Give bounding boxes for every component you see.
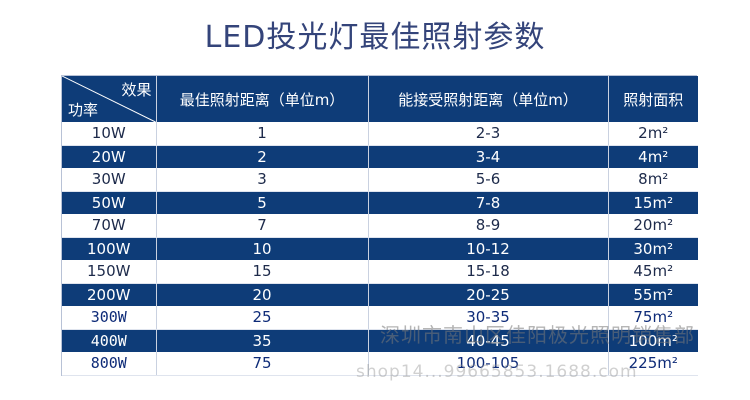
area-cell: 8m² — [608, 168, 698, 192]
best-distance-cell: 2 — [156, 145, 369, 168]
acceptable-distance-cell: 7-8 — [368, 191, 609, 214]
power-cell: 800W — [62, 352, 157, 376]
acceptable-distance-cell: 2-3 — [368, 122, 609, 146]
best-distance-cell: 25 — [156, 306, 369, 330]
power-cell: 70W — [62, 214, 157, 238]
area-cell: 30m² — [633, 239, 674, 258]
best-distance-cell: 75 — [156, 352, 369, 376]
best-distance-cell: 7 — [156, 214, 369, 238]
table-row: 150W 15 15-18 45m² — [62, 260, 698, 284]
area-cell: 4m² — [638, 147, 669, 166]
best-distance-cell: 35 — [156, 329, 369, 352]
page-title: LED投光灯最佳照射参数 — [204, 20, 546, 55]
power-cell: 30W — [62, 168, 157, 192]
table-row: 800W 75 100-105 225m² — [62, 352, 698, 376]
spec-table-container: 效果 功率 最佳照射距离（单位m） 能接受照射距离（单位m） 照射面积 10W … — [61, 75, 698, 376]
best-distance-cell: 20 — [156, 283, 369, 306]
spec-table: 效果 功率 最佳照射距离（单位m） 能接受照射距离（单位m） 照射面积 10W … — [62, 76, 698, 376]
acceptable-distance-cell: 3-4 — [368, 145, 609, 168]
table-row: 50W 5 7-8 15m² — [62, 191, 698, 214]
power-cell: 50W — [62, 191, 157, 214]
table-row: 200W 20 20-25 55m² — [62, 283, 698, 306]
area-cell: 2m² — [608, 122, 698, 146]
table-row: 400W 35 40-45 100m² — [62, 329, 698, 352]
shop-watermark: 深圳市南山区佳阳极光照明销售部 — [380, 323, 695, 347]
header-acceptable-distance: 能接受照射距离（单位m） — [368, 76, 609, 122]
acceptable-distance-cell: 8-9 — [368, 214, 609, 238]
area-cell: 75m² — [608, 306, 698, 330]
corner-header-cell: 效果 功率 — [62, 76, 157, 122]
corner-label-effect: 效果 — [121, 81, 152, 99]
best-distance-cell: 3 — [156, 168, 369, 192]
best-distance-cell: 15 — [156, 260, 369, 284]
table-header-row: 效果 功率 最佳照射距离（单位m） 能接受照射距离（单位m） 照射面积 — [62, 76, 698, 122]
shop-url-watermark: shop14...99665853.1688.com — [356, 362, 638, 382]
table-row: 70W 7 8-9 20m² — [62, 214, 698, 238]
area-cell: 15m² — [633, 193, 674, 212]
best-distance-cell: 1 — [156, 122, 369, 146]
area-cell: 225m² — [608, 352, 698, 376]
acceptable-distance-cell: 5-6 — [368, 168, 609, 192]
table-row: 10W 1 2-3 2m² — [62, 122, 698, 146]
area-cell: 20m² — [608, 214, 698, 238]
header-illumination-area: 照射面积 — [623, 90, 684, 109]
power-cell: 100W — [62, 237, 157, 260]
header-best-distance: 最佳照射距离（单位m） — [156, 76, 369, 122]
table-row: 300W 25 30-35 75m² — [62, 306, 698, 330]
table-row: 20W 2 3-4 4m² — [62, 145, 698, 168]
area-cell: 45m² — [608, 260, 698, 284]
diagonal-divider — [62, 76, 155, 122]
acceptable-distance-cell: 10-12 — [368, 237, 609, 260]
power-cell: 200W — [62, 283, 157, 306]
power-cell: 10W — [62, 122, 157, 146]
power-cell: 300W — [62, 306, 157, 330]
best-distance-cell: 10 — [156, 237, 369, 260]
area-cell: 100m² — [628, 331, 678, 350]
power-cell: 150W — [62, 260, 157, 284]
table-row: 100W 10 10-12 30m² — [62, 237, 698, 260]
power-cell: 400W — [62, 329, 157, 352]
acceptable-distance-cell: 40-45 — [368, 329, 609, 352]
acceptable-distance-cell: 15-18 — [368, 260, 609, 284]
acceptable-distance-cell: 20-25 — [368, 283, 609, 306]
best-distance-cell: 5 — [156, 191, 369, 214]
corner-label-power: 功率 — [68, 101, 99, 119]
acceptable-distance-cell: 100-105 — [368, 352, 609, 376]
table-row: 30W 3 5-6 8m² — [62, 168, 698, 192]
area-cell: 55m² — [633, 285, 674, 304]
power-cell: 20W — [62, 145, 157, 168]
acceptable-distance-cell: 30-35 — [368, 306, 609, 330]
